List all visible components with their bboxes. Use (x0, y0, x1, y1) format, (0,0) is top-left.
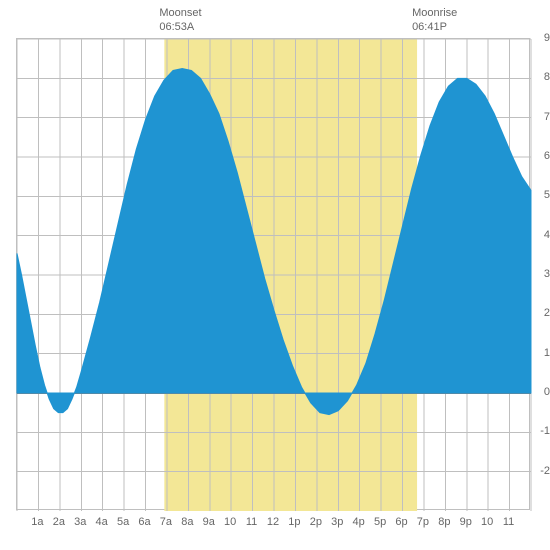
x-tick: 11 (503, 516, 514, 528)
x-tick: 10 (481, 516, 493, 528)
x-tick: 7p (417, 516, 429, 528)
tide-chart: Moonset 06:53A Moonrise 06:41P -2-101234… (0, 0, 550, 550)
x-tick: 4a (96, 516, 108, 528)
x-tick: 9a (203, 516, 215, 528)
y-tick: 3 (530, 268, 550, 280)
x-tick: 4p (353, 516, 365, 528)
x-tick: 5a (117, 516, 129, 528)
plot-svg (17, 39, 531, 511)
y-tick: 4 (530, 229, 550, 241)
x-tick: 3p (331, 516, 343, 528)
x-tick: 7a (160, 516, 172, 528)
x-tick: 6p (395, 516, 407, 528)
x-tick: 5p (374, 516, 386, 528)
y-axis: -2-10123456789 (530, 38, 550, 510)
x-tick: 2p (310, 516, 322, 528)
x-axis: 1a 2a 3a 4a 5a 6a 7a 8a 9a 10 11 12 1p 2p 3p 4p 5p 6p 7p 8p… (16, 510, 530, 532)
y-tick: 6 (530, 150, 550, 162)
x-tick: 10 (224, 516, 236, 528)
y-tick: 0 (530, 386, 550, 398)
plot-area (16, 38, 530, 510)
x-tick: 12 (267, 516, 279, 528)
x-tick: 8p (438, 516, 450, 528)
x-tick: 8a (181, 516, 193, 528)
x-tick: 2a (53, 516, 65, 528)
x-tick: 3a (74, 516, 86, 528)
y-tick: 7 (530, 111, 550, 123)
y-tick: -2 (530, 465, 550, 477)
x-tick: 1p (288, 516, 300, 528)
y-tick: 5 (530, 189, 550, 201)
x-tick: 11 (246, 516, 257, 528)
x-tick: 1a (31, 516, 43, 528)
y-tick: 8 (530, 71, 550, 83)
moonset-time: 06:53A (159, 21, 194, 33)
x-tick: 9p (460, 516, 472, 528)
moonset-label: Moonset 06:53A (159, 6, 201, 35)
moonrise-label: Moonrise 06:41P (412, 6, 457, 35)
moonset-title: Moonset (159, 7, 201, 19)
y-tick: 9 (530, 32, 550, 44)
y-tick: 1 (530, 347, 550, 359)
y-tick: 2 (530, 307, 550, 319)
moonrise-time: 06:41P (412, 21, 447, 33)
moonrise-title: Moonrise (412, 7, 457, 19)
x-tick: 6a (138, 516, 150, 528)
y-tick: -1 (530, 425, 550, 437)
